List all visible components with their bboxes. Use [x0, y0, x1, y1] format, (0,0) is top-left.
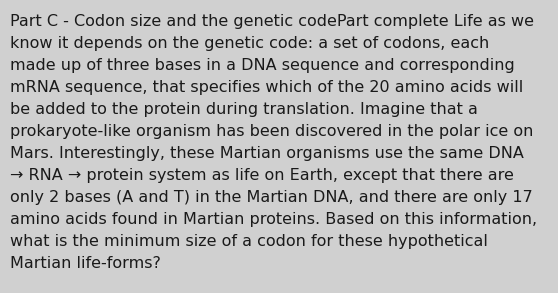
Text: prokaryote-like organism has been discovered in the polar ice on: prokaryote-like organism has been discov… [10, 124, 533, 139]
Text: Mars. Interestingly, these Martian organisms use the same DNA: Mars. Interestingly, these Martian organ… [10, 146, 524, 161]
Text: Part C - Codon size and the genetic codePart complete Life as we: Part C - Codon size and the genetic code… [10, 14, 534, 29]
Text: Martian life-forms?: Martian life-forms? [10, 256, 161, 271]
Text: know it depends on the genetic code: a set of codons, each: know it depends on the genetic code: a s… [10, 36, 489, 51]
Text: → RNA → protein system as life on Earth, except that there are: → RNA → protein system as life on Earth,… [10, 168, 514, 183]
Text: made up of three bases in a DNA sequence and corresponding: made up of three bases in a DNA sequence… [10, 58, 514, 73]
Text: be added to the protein during translation. Imagine that a: be added to the protein during translati… [10, 102, 478, 117]
Text: only 2 bases (A and T) in the Martian DNA, and there are only 17: only 2 bases (A and T) in the Martian DN… [10, 190, 533, 205]
Text: amino acids found in Martian proteins. Based on this information,: amino acids found in Martian proteins. B… [10, 212, 537, 227]
Text: mRNA sequence, that specifies which of the 20 amino acids will: mRNA sequence, that specifies which of t… [10, 80, 523, 95]
Text: what is the minimum size of a codon for these hypothetical: what is the minimum size of a codon for … [10, 234, 488, 249]
